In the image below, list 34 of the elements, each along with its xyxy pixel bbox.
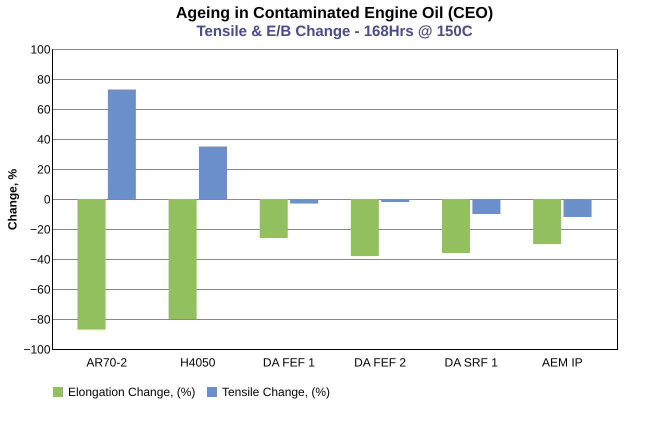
x-tick-label: AEM IP: [542, 356, 583, 370]
bar: [77, 199, 106, 330]
y-tick-label: 0: [44, 192, 51, 206]
chart-title: Ageing in Contaminated Engine Oil (CEO): [176, 5, 494, 22]
y-axis-title: Change, %: [5, 168, 20, 230]
y-tick-label: −20: [30, 222, 51, 236]
bar: [472, 199, 500, 214]
y-tick-label: 20: [37, 162, 51, 176]
bar: [260, 199, 288, 238]
bar: [168, 199, 197, 319]
x-tick-label: DA FEF 2: [354, 356, 406, 370]
y-tick-label: −100: [23, 342, 51, 356]
bar: [442, 199, 470, 253]
bar: [533, 199, 562, 244]
y-tick-label: −40: [30, 252, 51, 266]
legend-label: Elongation Change, (%): [68, 385, 196, 399]
bar: [564, 199, 592, 217]
bar: [108, 90, 136, 199]
bar: [290, 199, 318, 204]
x-tick-label: H4050: [180, 356, 216, 370]
legend-label: Tensile Change, (%): [222, 385, 330, 399]
y-tick-label: 60: [37, 102, 51, 116]
chart-subtitle: Tensile & E/B Change - 168Hrs @ 150C: [196, 23, 473, 40]
y-tick-label: −80: [30, 312, 51, 326]
x-tick-label: AR70-2: [86, 356, 128, 370]
bar: [350, 199, 379, 256]
bar: [381, 199, 410, 202]
x-tick-label: DA FEF 1: [262, 356, 316, 370]
x-tick-label: DA SRF 1: [444, 356, 498, 370]
y-tick-label: −60: [30, 282, 51, 296]
y-tick-label: 80: [37, 72, 51, 86]
y-tick-label: 100: [30, 42, 51, 56]
y-tick-label: 40: [37, 132, 51, 146]
bar: [198, 146, 227, 199]
